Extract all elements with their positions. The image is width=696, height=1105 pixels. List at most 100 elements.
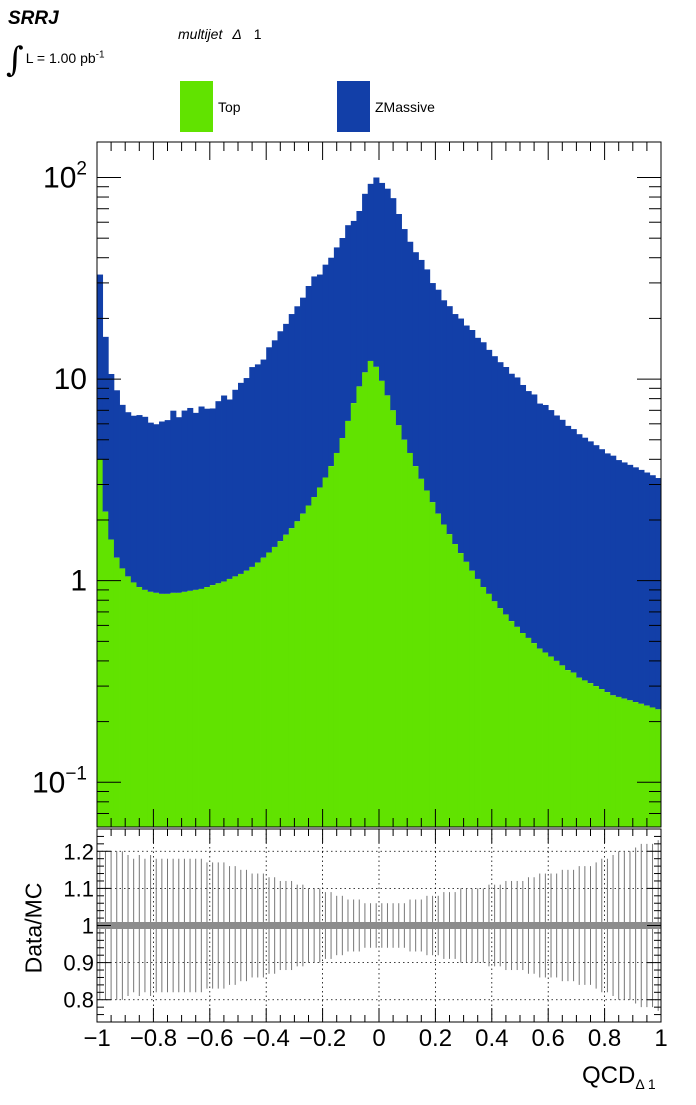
bar-top xyxy=(480,587,487,827)
bar-zmassive xyxy=(153,424,160,593)
bar-top xyxy=(452,544,459,827)
bar-top xyxy=(373,366,380,827)
bar-zmassive xyxy=(362,193,369,373)
bar-zmassive xyxy=(570,429,577,673)
bar-zmassive xyxy=(215,401,222,584)
bar-zmassive xyxy=(621,462,628,699)
x-tick-label: 0.4 xyxy=(475,1025,508,1052)
bar-zmassive xyxy=(175,417,182,593)
bar-zmassive xyxy=(294,306,301,522)
bar-top xyxy=(153,592,160,827)
x-tick-label: 0.8 xyxy=(588,1025,621,1052)
bar-zmassive xyxy=(412,252,419,467)
bar-zmassive xyxy=(232,389,239,577)
stacked-histogram xyxy=(97,177,662,827)
bar-top xyxy=(446,534,453,827)
legend-label-zmassive: ZMassive xyxy=(375,98,435,115)
x-tick-label: 1 xyxy=(654,1025,667,1052)
bar-top xyxy=(655,709,662,827)
bar-top xyxy=(463,561,470,827)
bar-top xyxy=(339,438,346,827)
bar-zmassive xyxy=(559,419,566,666)
bar-top xyxy=(582,680,589,827)
bar-zmassive xyxy=(514,377,521,627)
bar-zmassive xyxy=(379,182,386,381)
bar-top xyxy=(429,502,436,827)
bar-zmassive xyxy=(328,257,335,467)
bar-top xyxy=(271,546,278,827)
bar-zmassive xyxy=(604,453,611,693)
bar-top xyxy=(300,513,307,827)
bar-top xyxy=(232,576,239,827)
main-axes: 10−1 1 10 102 xyxy=(32,141,662,828)
bar-zmassive xyxy=(316,274,323,488)
ratio-y-axis-title: Data/MC xyxy=(20,882,47,974)
bar-top xyxy=(531,643,538,827)
bar-top xyxy=(243,570,250,827)
bar-top xyxy=(412,466,419,827)
bar-zmassive xyxy=(469,330,476,571)
ratio-y-tick-label: 0.8 xyxy=(63,988,94,1013)
bar-top xyxy=(520,633,527,827)
bar-zmassive xyxy=(536,403,543,649)
bar-zmassive xyxy=(198,406,205,589)
bar-top xyxy=(384,395,391,827)
bar-zmassive xyxy=(429,283,436,503)
bar-top xyxy=(204,587,211,827)
y-tick-label: 10−1 xyxy=(32,763,87,799)
bar-zmassive xyxy=(435,289,442,514)
bar-top xyxy=(525,637,532,827)
bar-top xyxy=(238,573,245,827)
bar-zmassive xyxy=(395,214,402,426)
bar-zmassive xyxy=(452,314,459,545)
x-axis-title-subscript: Δ 1 xyxy=(635,1076,656,1092)
bar-zmassive xyxy=(491,356,498,602)
luminosity-label: ∫ L = 1.00 pb-1 xyxy=(6,40,105,80)
bar-top xyxy=(294,521,301,827)
x-axis-title: QCDΔ 1 xyxy=(582,1062,656,1092)
bar-top xyxy=(486,593,493,827)
bar-top xyxy=(503,614,510,827)
bar-zmassive xyxy=(542,404,549,653)
bar-zmassive xyxy=(463,325,470,562)
x-tick-label: −1 xyxy=(83,1025,110,1052)
bar-zmassive xyxy=(587,441,594,684)
bar-top xyxy=(474,578,481,827)
bar-top xyxy=(136,587,143,827)
bar-zmassive xyxy=(356,211,363,387)
legend-swatch-top xyxy=(180,81,213,132)
analysis-label: SRRJ xyxy=(8,8,59,29)
bar-top xyxy=(395,425,402,827)
region-symbol: Δ xyxy=(232,26,242,42)
x-tick-label: −0.6 xyxy=(186,1025,233,1052)
bar-top xyxy=(311,497,318,827)
bar-zmassive xyxy=(322,264,329,478)
integral-symbol: ∫ xyxy=(6,40,24,80)
bar-top xyxy=(457,553,464,827)
bar-top xyxy=(497,608,504,827)
bar-zmassive xyxy=(525,391,532,638)
ratio-reference-band xyxy=(97,922,661,929)
bar-zmassive xyxy=(638,469,645,704)
bar-zmassive xyxy=(266,347,273,553)
legend-swatch-zmassive xyxy=(337,81,370,132)
bar-zmassive xyxy=(401,229,408,440)
ratio-y-tick-label: 1.2 xyxy=(63,839,94,864)
bar-zmassive xyxy=(300,297,307,514)
ratio-y-tick-label: 1.1 xyxy=(63,876,94,901)
x-tick-label: 0 xyxy=(372,1025,385,1052)
bar-top xyxy=(113,557,120,827)
ratio-grid xyxy=(97,829,661,1022)
luminosity-unit-exponent: -1 xyxy=(95,49,105,61)
legend-entry-zmassive: ZMassive xyxy=(337,81,435,132)
bar-top xyxy=(249,566,256,827)
bar-zmassive xyxy=(553,415,560,661)
bar-zmassive xyxy=(113,390,120,558)
bar-top xyxy=(142,589,149,827)
bar-top xyxy=(587,683,594,827)
bar-zmassive xyxy=(271,340,278,547)
bar-top xyxy=(604,692,611,827)
bar-zmassive xyxy=(238,382,245,574)
bar-top xyxy=(418,478,425,827)
